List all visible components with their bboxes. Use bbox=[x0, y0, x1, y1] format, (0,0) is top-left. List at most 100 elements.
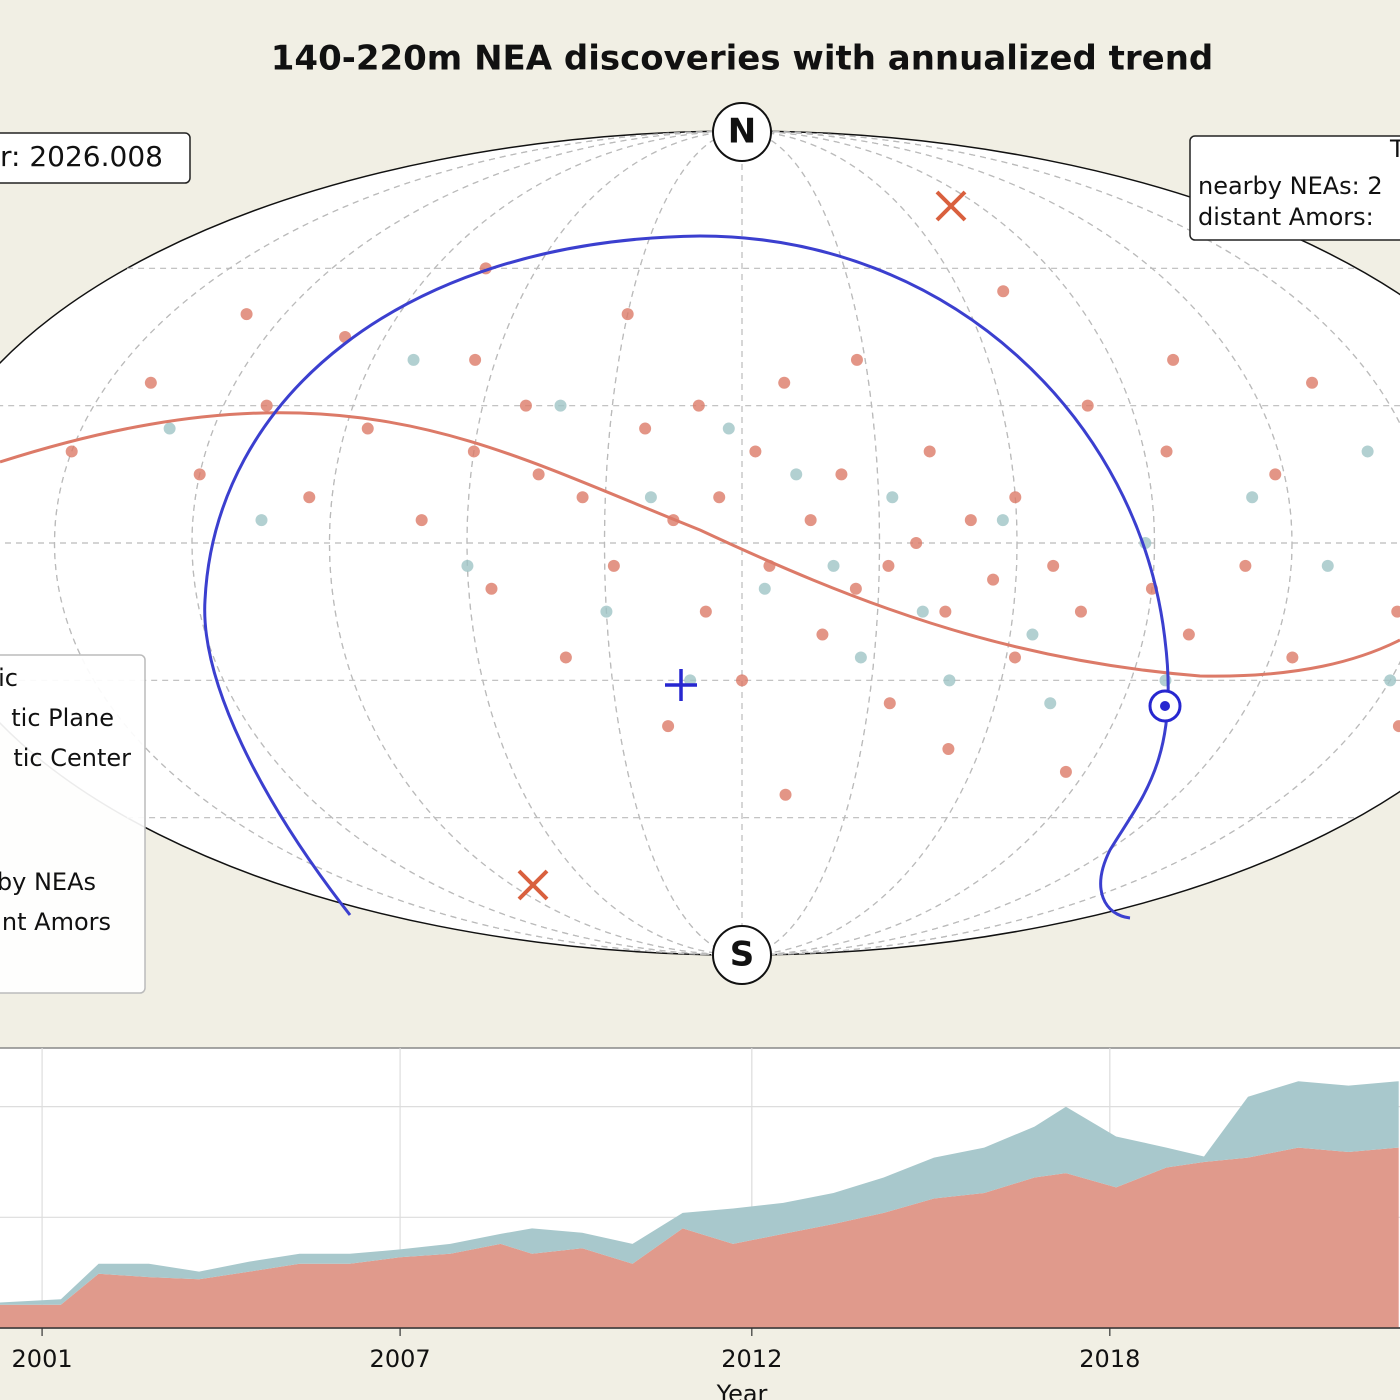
point bbox=[1167, 353, 1180, 366]
point bbox=[758, 582, 771, 595]
point bbox=[939, 605, 952, 618]
point bbox=[260, 399, 273, 412]
point bbox=[736, 674, 748, 687]
x-tick-label: 2001 bbox=[12, 1345, 73, 1373]
x-tick-label: 2018 bbox=[1079, 1345, 1140, 1373]
point bbox=[1047, 559, 1060, 572]
point bbox=[850, 353, 863, 366]
legend-label: distant Amors bbox=[0, 908, 111, 936]
point bbox=[144, 376, 157, 389]
count-title: T bbox=[1389, 135, 1400, 163]
point bbox=[1160, 445, 1173, 458]
point bbox=[964, 514, 977, 527]
legend bbox=[0, 654, 146, 994]
point bbox=[1246, 491, 1259, 504]
point bbox=[532, 468, 545, 481]
point bbox=[519, 399, 532, 412]
point bbox=[835, 468, 848, 481]
point bbox=[1306, 376, 1319, 389]
point bbox=[827, 559, 840, 572]
south-label: S bbox=[730, 935, 755, 975]
point bbox=[1059, 765, 1072, 778]
x-tick-label: 2012 bbox=[721, 1345, 782, 1373]
point bbox=[193, 468, 206, 481]
point bbox=[415, 514, 428, 527]
point bbox=[1182, 628, 1195, 641]
point bbox=[790, 468, 803, 481]
point bbox=[1269, 468, 1282, 481]
x-axis-label: Year bbox=[716, 1380, 768, 1400]
point bbox=[987, 573, 1000, 586]
legend-label: ic bbox=[0, 664, 18, 692]
point bbox=[559, 651, 572, 664]
point bbox=[916, 605, 929, 618]
point bbox=[576, 491, 589, 504]
point bbox=[1044, 697, 1057, 710]
point bbox=[1159, 674, 1172, 687]
legend-label: nearby NEAs bbox=[0, 868, 96, 896]
north-marker bbox=[712, 102, 772, 162]
sun-dot bbox=[1160, 701, 1170, 711]
ecliptic-line bbox=[0, 411, 1400, 678]
chart-title: 140-220m NEA discoveries with annualized… bbox=[271, 39, 1214, 79]
point bbox=[923, 445, 936, 458]
point bbox=[1384, 674, 1397, 687]
point bbox=[942, 743, 955, 755]
point bbox=[1321, 559, 1334, 572]
count-box bbox=[1189, 135, 1400, 241]
point bbox=[883, 697, 896, 710]
point bbox=[1361, 445, 1374, 458]
point bbox=[1008, 651, 1021, 664]
point bbox=[943, 674, 956, 687]
point bbox=[910, 537, 923, 549]
point bbox=[469, 353, 482, 366]
point bbox=[1074, 605, 1087, 618]
point bbox=[361, 422, 374, 435]
point bbox=[816, 628, 829, 641]
point bbox=[467, 445, 480, 458]
point bbox=[804, 514, 817, 527]
point bbox=[639, 422, 652, 435]
point bbox=[1392, 720, 1400, 733]
point bbox=[303, 491, 316, 504]
point bbox=[882, 559, 895, 572]
point bbox=[749, 445, 762, 458]
point bbox=[65, 445, 78, 458]
point bbox=[849, 582, 862, 595]
point bbox=[713, 491, 726, 504]
point bbox=[407, 353, 420, 366]
count-nearby: nearby NEAs: 2 bbox=[1198, 172, 1383, 200]
point bbox=[886, 491, 899, 504]
point bbox=[461, 559, 474, 572]
count-distant: distant Amors: bbox=[1198, 203, 1374, 231]
point bbox=[240, 308, 253, 321]
point bbox=[600, 605, 613, 618]
point bbox=[607, 559, 620, 572]
area bbox=[0, 1147, 1399, 1328]
point bbox=[779, 788, 792, 801]
point bbox=[255, 514, 268, 527]
point bbox=[644, 491, 657, 504]
point bbox=[722, 422, 735, 435]
point bbox=[554, 399, 567, 412]
point bbox=[699, 605, 712, 618]
point bbox=[1026, 628, 1039, 641]
legend-label: tic Plane bbox=[11, 704, 114, 732]
point bbox=[1081, 399, 1094, 412]
point bbox=[163, 422, 176, 435]
point bbox=[997, 285, 1010, 298]
trend-chart: 2001 2007 2012 2018 bbox=[0, 1048, 1400, 1373]
point bbox=[1009, 491, 1022, 504]
area bbox=[0, 1081, 1399, 1305]
meridian bbox=[328, 130, 1156, 956]
galactic-plane bbox=[203, 234, 1170, 920]
galactic-center bbox=[665, 669, 697, 701]
point bbox=[1286, 651, 1299, 664]
year-box bbox=[0, 132, 191, 184]
sky-map: NS bbox=[0, 102, 1400, 985]
point bbox=[485, 582, 498, 595]
point bbox=[1391, 605, 1400, 618]
antisolar-markers bbox=[517, 190, 967, 901]
point bbox=[621, 308, 634, 321]
